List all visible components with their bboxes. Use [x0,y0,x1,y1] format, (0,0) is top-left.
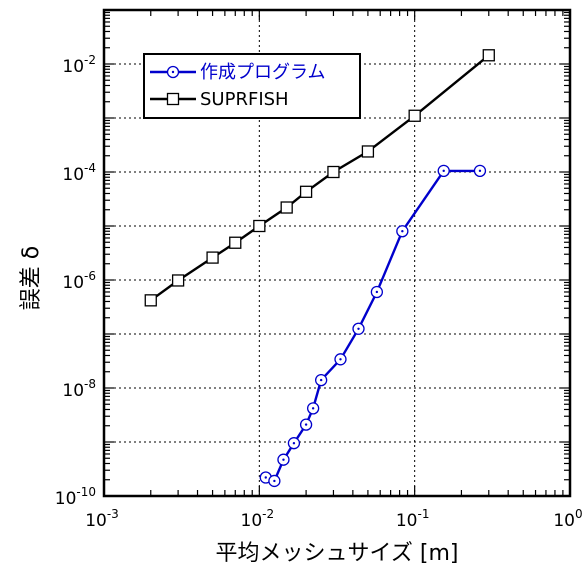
data-point [396,225,409,238]
marker-dot [375,290,379,294]
y-axis-label: 誤差 δ [19,246,44,310]
data-point [206,251,219,264]
y-tick-label: 10-6 [62,269,96,293]
axes: 10-3 10-2 10-1 100 10-10 10-8 10-6 10-4 10-2 [55,8,583,531]
data-point [314,373,328,387]
marker-dot [264,476,267,479]
marker-dot [171,70,175,74]
marker-dot [442,169,445,173]
legend-marker [166,92,180,106]
data-point [334,353,347,366]
data-point [473,164,487,178]
data-point [482,49,495,62]
marker-dot [339,358,342,361]
y-tick-label: 10-10 [55,485,96,509]
legend-label: 作成プログラム [200,62,325,83]
data-point [268,474,281,488]
legend: 作成プログラム SUPRFISH [143,53,361,119]
data-point [299,418,313,431]
x-axis-label: 平均メッシュサイズ [m] [216,541,459,566]
series-1 [259,164,487,488]
data-point [229,236,242,249]
data-point [280,201,293,214]
data-point [437,164,450,178]
data-point [287,437,301,450]
series-line [265,169,480,483]
data-point [299,185,313,198]
marker-dot [401,230,404,233]
y-tick-label: 10-8 [62,377,96,401]
x-tick-label: 10-3 [85,507,119,531]
data-point [277,453,290,466]
x-tick-label: 10-2 [241,507,275,531]
marker-dot [273,479,276,483]
series-layer [144,49,495,488]
data-point [306,402,320,415]
legend-label: SUPRFISH [200,89,289,110]
plot-frame [102,8,572,498]
x-tick-label: 100 [553,507,582,531]
data-point [327,165,340,179]
series-2 [144,49,495,307]
data-point [253,219,266,233]
legend-box [143,53,361,119]
x-tick-label: 10-1 [396,507,430,531]
marker-dot [304,423,308,426]
marker-dot [478,169,482,173]
data-point [361,145,375,158]
data-point [171,274,185,287]
data-point [352,322,365,335]
y-tick-label: 10-4 [62,161,96,185]
marker-dot [311,407,315,410]
marker-dot [292,442,296,445]
marker-dot [282,458,285,461]
data-point [408,109,421,122]
data-point [144,294,157,307]
marker-dot [357,327,360,330]
legend-marker [166,65,180,79]
y-tick-label: 10-2 [62,53,96,77]
marker-dot [319,378,323,382]
data-point [370,285,384,299]
